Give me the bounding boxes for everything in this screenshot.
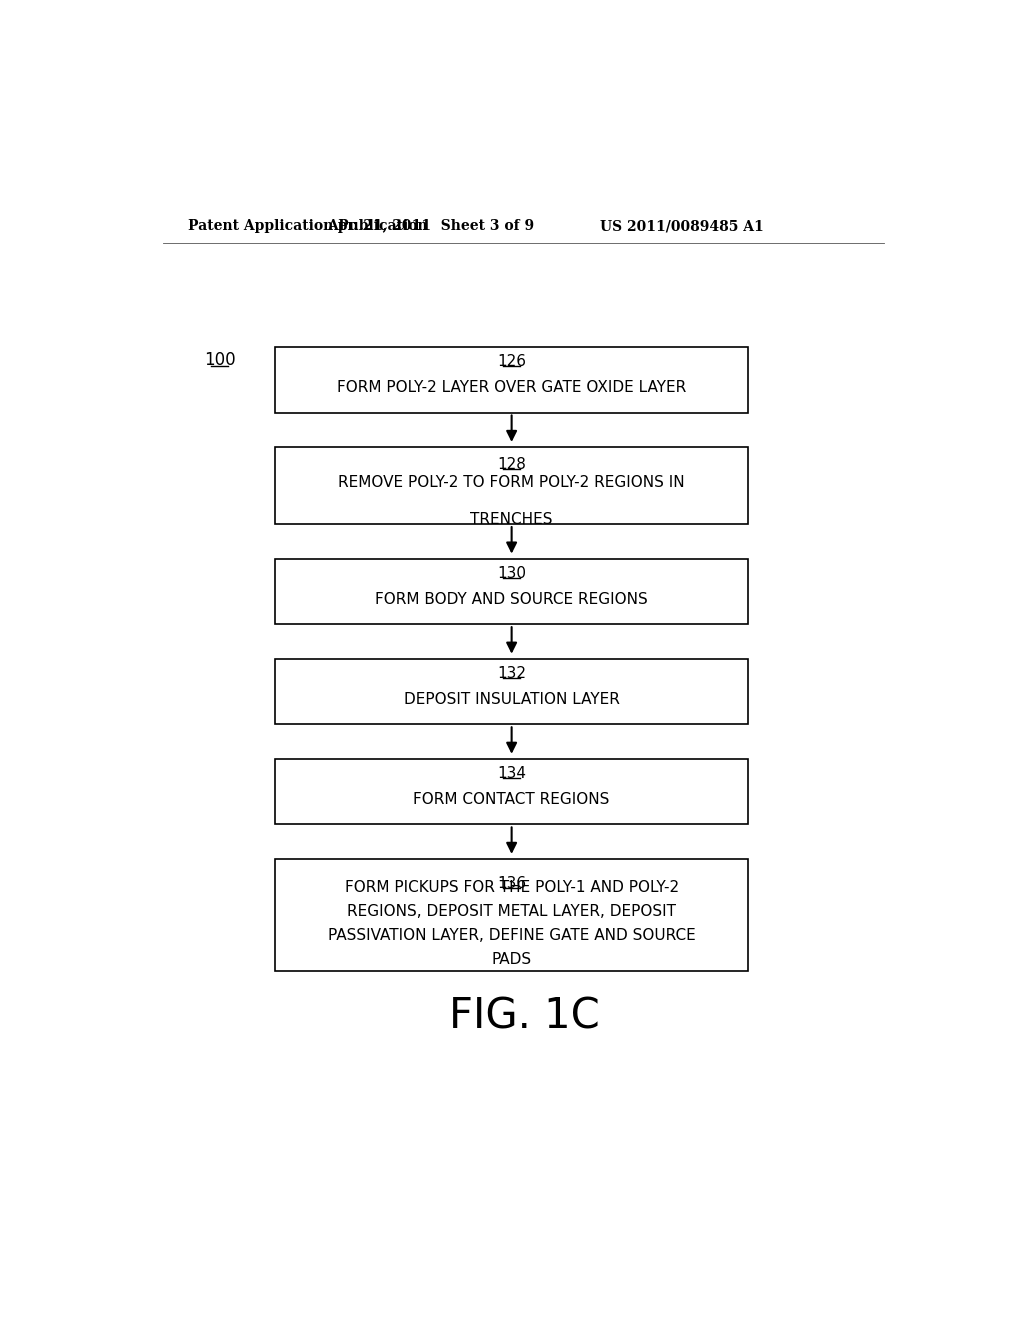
Text: DEPOSIT INSULATION LAYER: DEPOSIT INSULATION LAYER bbox=[403, 692, 620, 708]
Text: 134: 134 bbox=[497, 766, 526, 781]
Text: FORM CONTACT REGIONS: FORM CONTACT REGIONS bbox=[414, 792, 610, 807]
Bar bbox=[275, 558, 748, 624]
Text: FIG. 1C: FIG. 1C bbox=[450, 997, 600, 1038]
Text: 126: 126 bbox=[497, 354, 526, 370]
Text: REGIONS, DEPOSIT METAL LAYER, DEPOSIT: REGIONS, DEPOSIT METAL LAYER, DEPOSIT bbox=[347, 904, 676, 919]
Text: REMOVE POLY-2 TO FORM POLY-2 REGIONS IN: REMOVE POLY-2 TO FORM POLY-2 REGIONS IN bbox=[338, 475, 685, 490]
Text: Patent Application Publication: Patent Application Publication bbox=[188, 219, 428, 234]
Text: 128: 128 bbox=[498, 457, 526, 471]
Bar bbox=[275, 659, 748, 725]
Text: TRENCHES: TRENCHES bbox=[470, 512, 553, 527]
Bar bbox=[275, 759, 748, 825]
Text: FORM PICKUPS FOR THE POLY-1 AND POLY-2: FORM PICKUPS FOR THE POLY-1 AND POLY-2 bbox=[344, 879, 679, 895]
Text: US 2011/0089485 A1: US 2011/0089485 A1 bbox=[600, 219, 764, 234]
Bar bbox=[275, 347, 748, 412]
Text: PADS: PADS bbox=[492, 952, 531, 968]
Text: Apr. 21, 2011  Sheet 3 of 9: Apr. 21, 2011 Sheet 3 of 9 bbox=[327, 219, 534, 234]
Bar bbox=[275, 859, 748, 970]
Text: PASSIVATION LAYER, DEFINE GATE AND SOURCE: PASSIVATION LAYER, DEFINE GATE AND SOURC… bbox=[328, 928, 695, 942]
Text: FORM BODY AND SOURCE REGIONS: FORM BODY AND SOURCE REGIONS bbox=[375, 591, 648, 607]
Bar bbox=[275, 447, 748, 524]
Text: 136: 136 bbox=[497, 876, 526, 891]
Text: FORM POLY-2 LAYER OVER GATE OXIDE LAYER: FORM POLY-2 LAYER OVER GATE OXIDE LAYER bbox=[337, 380, 686, 395]
Text: 130: 130 bbox=[497, 566, 526, 581]
Text: 132: 132 bbox=[497, 665, 526, 681]
Text: 100: 100 bbox=[204, 351, 236, 370]
